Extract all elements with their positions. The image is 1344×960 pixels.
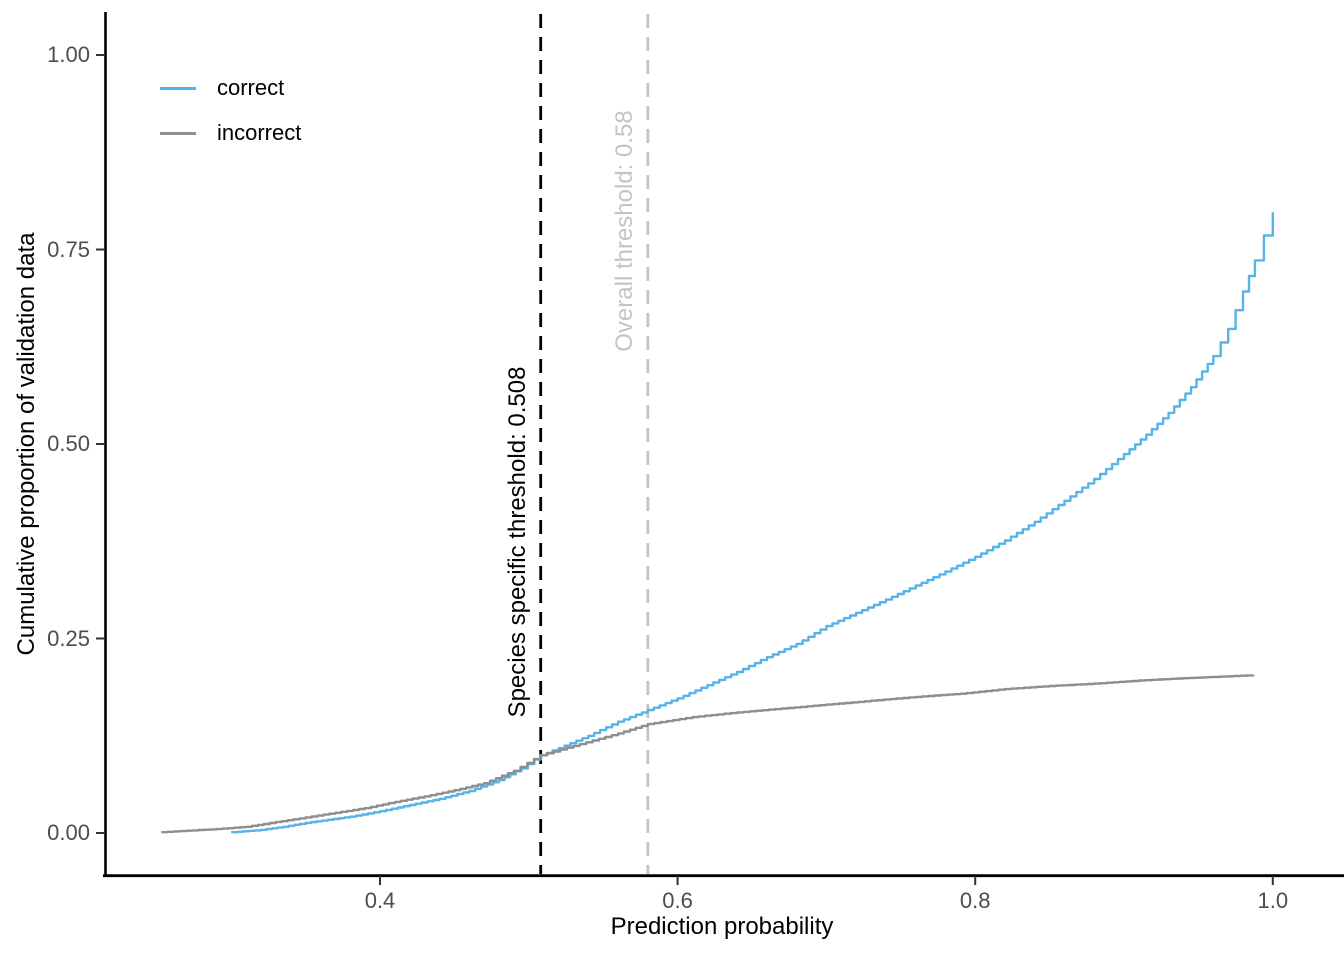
axes [96, 12, 1344, 885]
y-tick-label: 0.00 [47, 820, 90, 845]
species-threshold-label: Species specific threshold: 0.508 [503, 366, 531, 717]
series-curves [161, 212, 1274, 834]
legend-key-incorrect-line [160, 131, 196, 135]
x-axis-title: Prediction probability [610, 913, 834, 940]
y-tick-label: 0.25 [47, 625, 90, 651]
curve-incorrect [161, 674, 1255, 834]
y-axis-title: Cumulative proportion of validation data [13, 232, 40, 656]
legend-item-incorrect: incorrect [160, 121, 301, 145]
curve-correct [231, 212, 1274, 834]
x-tick-label: 0.4 [364, 888, 396, 913]
threshold-lines [539, 14, 650, 874]
legend-key-correct-line [160, 86, 196, 90]
legend-item-correct: correct [160, 76, 301, 100]
legend-label-incorrect: incorrect [217, 120, 302, 145]
y-tick-label: 0.50 [47, 431, 90, 456]
overall-threshold-label: Overall threshold: 0.58 [610, 109, 638, 352]
x-tick-label: 1.0 [1257, 888, 1289, 913]
legend-label-correct: correct [217, 75, 285, 100]
y-tick-label: 1.00 [47, 42, 90, 67]
legend: correct incorrect [160, 76, 301, 145]
y-tick-label: 0.75 [47, 236, 90, 262]
x-tick-label: 0.8 [959, 888, 991, 913]
x-tick-label: 0.6 [662, 888, 693, 913]
